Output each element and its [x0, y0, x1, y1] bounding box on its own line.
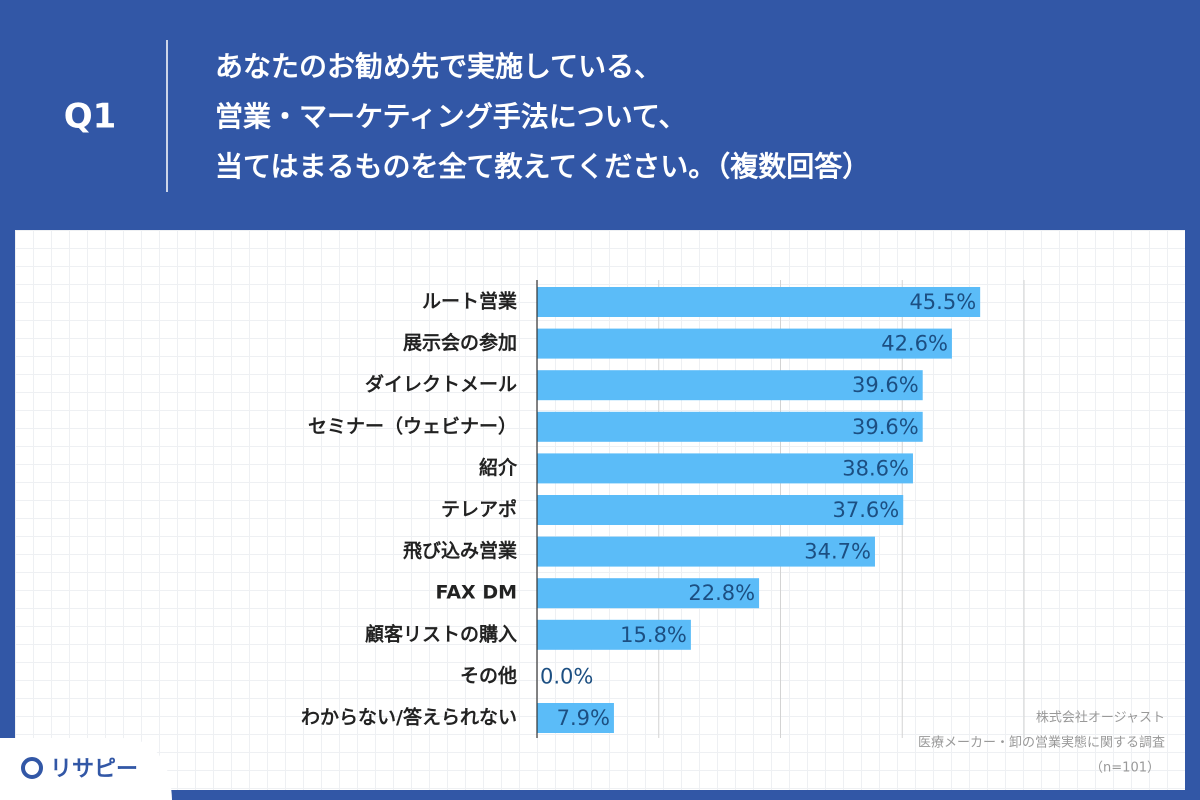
source: 医療メーカー・卸の営業実態に関する調査 [918, 735, 1165, 751]
source: 株式会社オージャスト [1036, 710, 1165, 726]
category-label: 顧客リストの購入 [365, 622, 517, 645]
value-label: 37.6% [833, 498, 900, 522]
value-label: 45.5% [909, 290, 976, 314]
value-label: 38.6% [842, 456, 909, 480]
value-label: 39.6% [852, 415, 919, 439]
value-label: 15.8% [620, 623, 687, 647]
bar [537, 536, 875, 567]
bar [537, 495, 904, 525]
category-label: 紹介 [479, 456, 518, 479]
category-label: セミナー（ウェビナー） [308, 414, 517, 437]
logo-icon [21, 757, 43, 779]
bar [537, 578, 760, 609]
category-label: わからない/答えられない [301, 706, 517, 729]
bar [537, 619, 691, 650]
bar [537, 411, 923, 442]
source: （n=101） [1090, 761, 1160, 776]
category-label: 飛び込み営業 [403, 539, 518, 562]
bar [537, 370, 923, 401]
category-label: その他 [460, 664, 517, 687]
title-line: あなたのお勧め先で実施している、 [215, 50, 662, 83]
logo: リサピー [50, 757, 138, 782]
value-label: 42.6% [881, 332, 948, 356]
category-label: ダイレクトメール [365, 373, 517, 396]
bar [537, 287, 981, 317]
category-label: 展示会の参加 [403, 331, 517, 354]
bar [537, 328, 952, 359]
value-label: 7.9% [557, 706, 610, 730]
value-label: 34.7% [804, 540, 871, 564]
category-label: テレアポ [441, 498, 517, 521]
category-label: FAX DM [436, 582, 517, 604]
category-label: ルート営業 [422, 290, 518, 313]
title-line: 当てはまるものを全て教えてください。（複数回答） [215, 150, 870, 183]
value-label: 0.0% [540, 664, 593, 688]
bar [537, 453, 913, 484]
question-label: Q1 [64, 97, 117, 137]
logo-tab [0, 738, 172, 800]
value-label: 39.6% [852, 373, 919, 397]
bar [537, 703, 614, 733]
title-line: 営業・マーケティング手法について、 [215, 100, 687, 133]
value-label: 22.8% [688, 581, 755, 605]
